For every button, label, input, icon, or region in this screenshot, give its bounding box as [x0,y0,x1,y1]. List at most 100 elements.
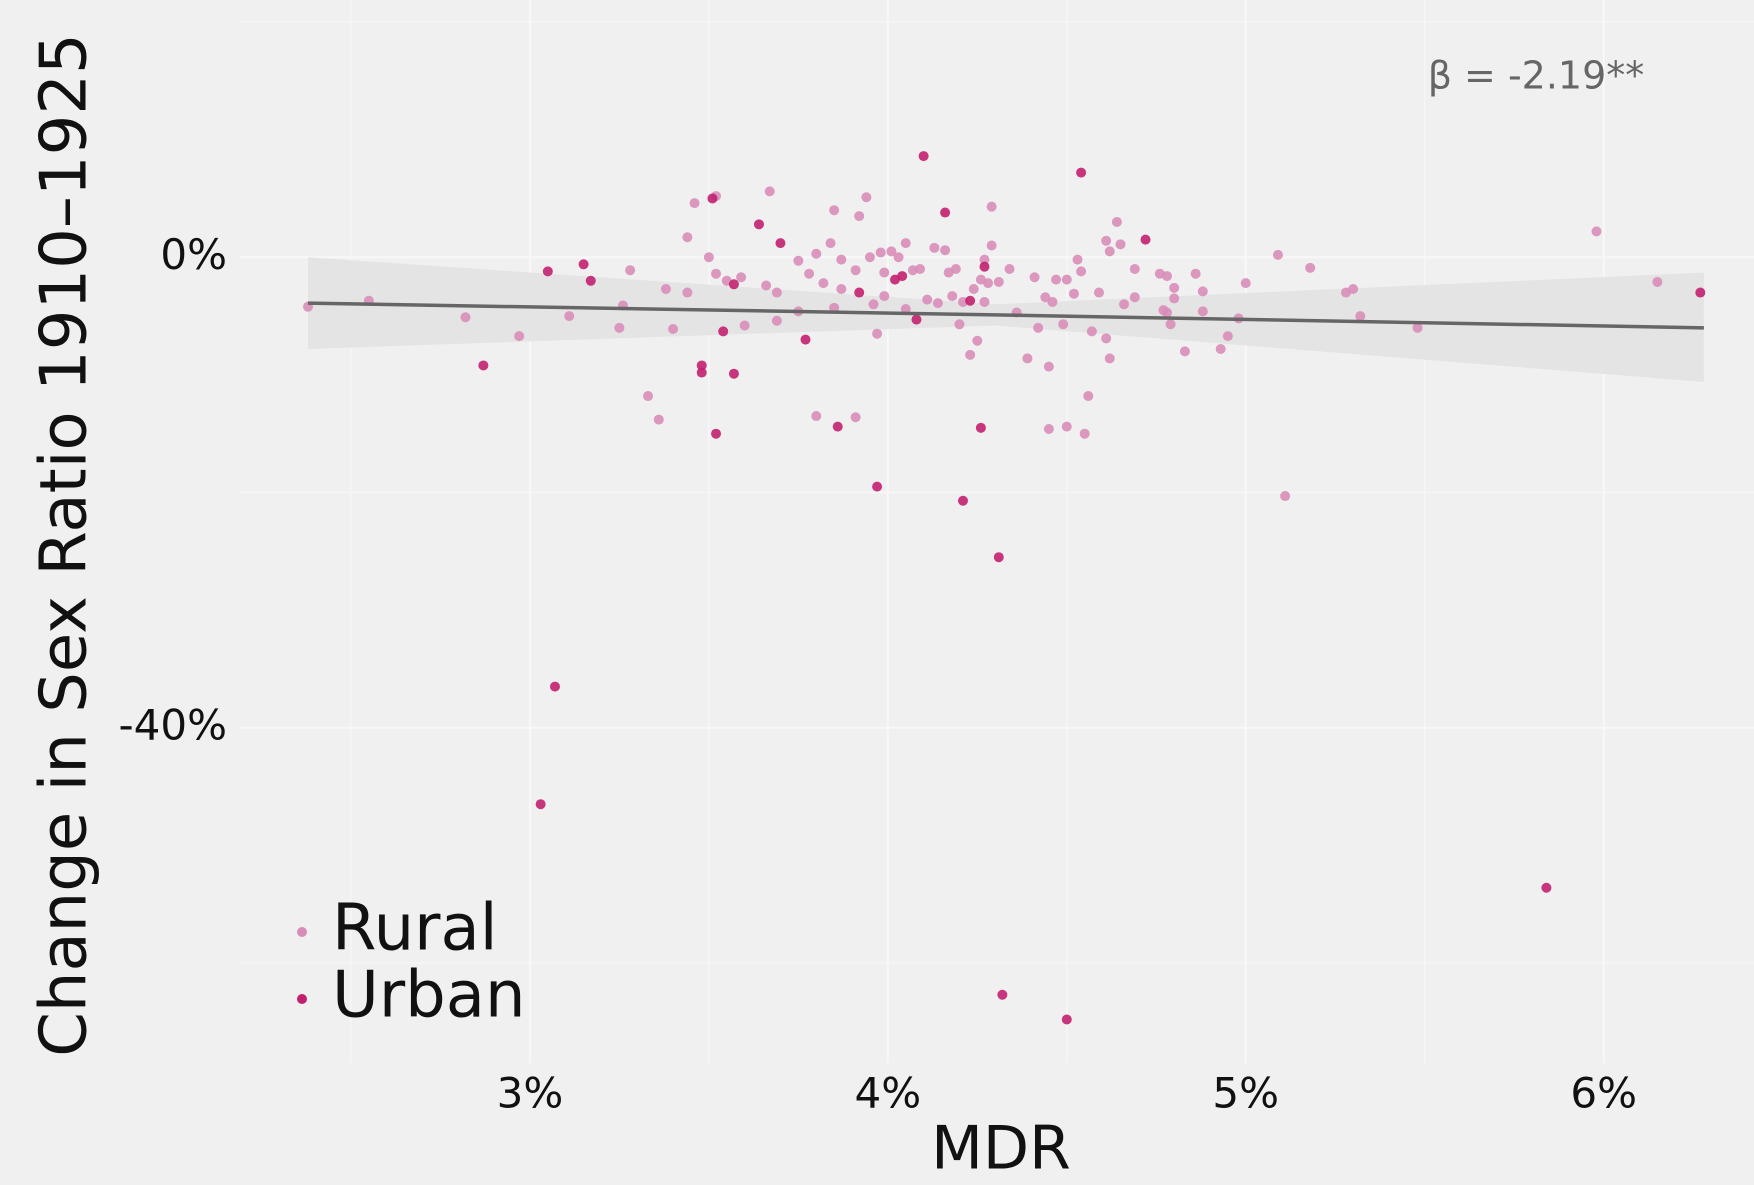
point [872,481,883,492]
point [1086,326,1097,337]
point [585,275,596,286]
point [975,422,986,433]
x-tick-label: 6% [1570,1069,1637,1118]
point [1079,428,1090,439]
point [918,151,929,162]
point [972,335,983,346]
point [753,219,764,230]
point [1169,293,1180,304]
point [1165,319,1176,330]
point [514,331,525,342]
point [549,681,560,692]
point [1004,264,1015,275]
point [1222,331,1233,342]
point [1240,278,1251,289]
point [832,421,843,432]
point [893,252,904,263]
point [1076,167,1087,178]
legend-marker [297,994,307,1004]
point [850,265,861,276]
point [668,324,679,335]
point [728,368,739,379]
point [736,272,747,283]
point [1129,264,1140,275]
point [965,349,976,360]
point [1272,249,1283,260]
point [682,287,693,298]
point [1215,344,1226,355]
point [793,255,804,266]
legend-label: Urban [332,959,526,1033]
point [739,320,750,331]
point [1190,268,1201,279]
y-axis-label: Change in Sex Ratio 1910–1925 [28,33,102,1057]
point [1061,421,1072,432]
point [1094,287,1105,298]
point [1051,274,1062,285]
point [1412,322,1423,333]
point [1061,1014,1072,1025]
point [836,254,847,265]
point [764,186,775,197]
point [947,291,958,302]
legend-marker [297,927,307,937]
confidence-band [308,257,1704,382]
point [1104,353,1115,364]
point [829,205,840,216]
point [1029,272,1040,283]
point [1033,322,1044,333]
point [682,232,693,243]
point [900,304,911,315]
point [1652,276,1663,287]
point [983,278,994,289]
annotation: β = -2.19** [1428,54,1645,98]
point [689,198,700,209]
point [979,261,990,272]
point [886,246,897,257]
point [1695,287,1706,298]
point [811,248,822,259]
grid [240,0,1754,1063]
point [954,319,965,330]
point [818,278,829,289]
point [1129,292,1140,303]
point [578,259,589,270]
point [1348,284,1359,295]
point [1040,292,1051,303]
point [940,245,951,256]
point [811,411,822,422]
point [1083,391,1094,402]
x-tick-label: 3% [497,1069,564,1118]
point [1162,307,1173,318]
legend-label: Rural [332,892,497,966]
point [825,238,836,249]
point [993,552,1004,563]
point [864,252,875,263]
point [879,291,890,302]
point [1197,306,1208,317]
point [1111,216,1122,227]
point [861,192,872,203]
point [1068,288,1079,299]
point [535,799,546,810]
point [1022,353,1033,364]
point [829,302,840,313]
point [1072,254,1083,265]
point [1179,346,1190,357]
point [1047,296,1058,307]
point [1058,319,1069,330]
point [872,328,883,339]
point [614,322,625,333]
point [1104,246,1115,257]
point [643,391,654,402]
point [968,284,979,295]
point [986,240,997,251]
point [771,287,782,298]
trend-line [307,301,1704,330]
y-tick-label: 0% [160,230,227,279]
point [1043,361,1054,372]
point [868,299,879,310]
point [915,264,926,275]
point [711,428,722,439]
point [707,193,718,204]
